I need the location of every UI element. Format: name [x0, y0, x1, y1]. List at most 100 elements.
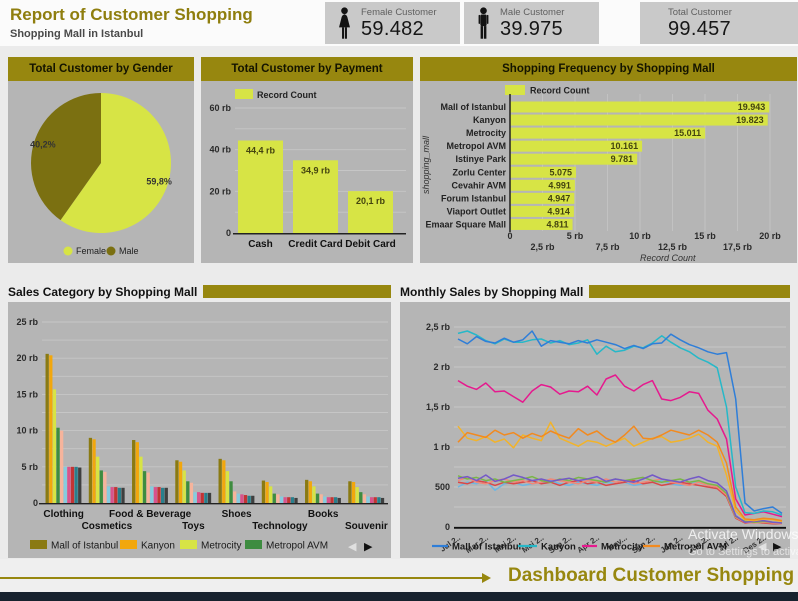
- bar[interactable]: [63, 466, 67, 503]
- legend-swatch[interactable]: [63, 246, 73, 256]
- bar-debit-card[interactable]: [348, 191, 393, 233]
- bar[interactable]: [99, 470, 103, 503]
- bar-cevahir-avm[interactable]: [510, 179, 575, 191]
- bar[interactable]: [49, 355, 53, 503]
- bar[interactable]: [287, 497, 291, 503]
- bar[interactable]: [305, 479, 309, 503]
- bar[interactable]: [67, 466, 71, 503]
- bar-metrocity[interactable]: [510, 127, 706, 139]
- bar[interactable]: [78, 467, 82, 503]
- bar[interactable]: [276, 494, 280, 503]
- bar[interactable]: [153, 487, 158, 503]
- bar[interactable]: [337, 497, 341, 503]
- bar[interactable]: [88, 437, 93, 503]
- line-series[interactable]: [457, 421, 783, 523]
- bar[interactable]: [243, 495, 248, 503]
- bar-istinye-park[interactable]: [510, 153, 638, 165]
- bar[interactable]: [114, 487, 118, 503]
- bar[interactable]: [56, 427, 60, 503]
- bar[interactable]: [319, 494, 323, 503]
- bar[interactable]: [351, 482, 356, 503]
- legend-swatch[interactable]: [180, 540, 197, 549]
- bar[interactable]: [96, 456, 100, 503]
- bar[interactable]: [333, 497, 338, 503]
- bar[interactable]: [52, 389, 57, 503]
- bar[interactable]: [233, 491, 237, 503]
- bar[interactable]: [229, 481, 233, 503]
- bar[interactable]: [182, 470, 186, 503]
- bar[interactable]: [218, 458, 222, 503]
- bar[interactable]: [290, 497, 295, 503]
- bar[interactable]: [164, 487, 168, 503]
- legend-swatch[interactable]: [30, 540, 47, 549]
- bar[interactable]: [103, 471, 107, 503]
- bar[interactable]: [269, 486, 273, 503]
- legend-swatch[interactable]: [505, 85, 525, 95]
- line-series-metrocity[interactable]: [457, 374, 783, 518]
- bar[interactable]: [265, 482, 269, 503]
- bar[interactable]: [330, 497, 334, 503]
- sales-category-grouped-bar-chart[interactable]: 0 5 rb 10 rb 15 rb 20 rb 25 rb ClothingCosmeti…: [8, 302, 391, 558]
- bar[interactable]: [283, 497, 287, 503]
- bar[interactable]: [186, 481, 190, 503]
- bar[interactable]: [139, 456, 143, 503]
- bar[interactable]: [359, 492, 363, 503]
- bar[interactable]: [135, 442, 139, 503]
- line-series[interactable]: [457, 474, 783, 524]
- bar-credit-card[interactable]: [293, 160, 338, 233]
- bar-metropol-avm[interactable]: [510, 140, 643, 152]
- bar[interactable]: [45, 353, 49, 503]
- bar[interactable]: [178, 461, 183, 503]
- bar[interactable]: [70, 466, 75, 503]
- payment-bar-chart[interactable]: 0 20 rb 40 rb 60 rb Record Count 44,4 rb Cash 3…: [201, 81, 413, 263]
- bar-cash[interactable]: [238, 140, 283, 234]
- bar[interactable]: [196, 492, 201, 503]
- bar[interactable]: [200, 492, 204, 503]
- bar[interactable]: [308, 481, 312, 503]
- bar[interactable]: [146, 472, 150, 503]
- pie-slice-male[interactable]: [31, 93, 101, 221]
- bar[interactable]: [236, 493, 240, 503]
- bar[interactable]: [60, 430, 64, 503]
- bar[interactable]: [142, 471, 147, 503]
- frequency-hbar-chart[interactable]: Record Count Mall of Istanbul 19.943 Kanyon…: [420, 81, 797, 263]
- bar[interactable]: [157, 487, 161, 503]
- pie-slice-female[interactable]: [60, 93, 172, 233]
- bar[interactable]: [279, 496, 284, 503]
- bar[interactable]: [117, 487, 122, 503]
- bar[interactable]: [92, 439, 96, 503]
- bar[interactable]: [373, 497, 377, 503]
- bar[interactable]: [132, 440, 136, 503]
- bar[interactable]: [323, 496, 327, 503]
- legend-scroll-right-icon[interactable]: ▶: [364, 541, 373, 553]
- legend-scroll-left-icon[interactable]: ◀: [348, 541, 357, 553]
- bar[interactable]: [315, 493, 320, 503]
- bar-zorlu-center[interactable]: [510, 166, 576, 178]
- bar-mall-of-istanbul[interactable]: [510, 101, 770, 113]
- bar-viaport-outlet[interactable]: [510, 205, 574, 217]
- bar[interactable]: [369, 497, 374, 503]
- bar-kanyon[interactable]: [510, 114, 768, 126]
- bar[interactable]: [110, 487, 114, 503]
- line-series-mall-of-istanbul[interactable]: [457, 330, 783, 515]
- bar[interactable]: [366, 496, 370, 503]
- legend-swatch[interactable]: [235, 89, 253, 99]
- bar[interactable]: [106, 486, 111, 503]
- bar[interactable]: [207, 492, 212, 503]
- bar-forum-istanbul[interactable]: [510, 192, 575, 204]
- bar[interactable]: [150, 486, 154, 503]
- bar[interactable]: [225, 471, 230, 503]
- bar[interactable]: [247, 495, 251, 503]
- bar[interactable]: [251, 495, 255, 503]
- bar[interactable]: [74, 466, 78, 503]
- bar[interactable]: [160, 487, 165, 503]
- bar[interactable]: [377, 497, 381, 503]
- bar[interactable]: [222, 460, 226, 503]
- legend-swatch[interactable]: [120, 540, 137, 549]
- legend-scroll-right-icon[interactable]: ▶: [773, 541, 782, 553]
- legend-swatch[interactable]: [245, 540, 262, 549]
- bar[interactable]: [348, 481, 352, 503]
- bar[interactable]: [272, 493, 276, 503]
- legend-scroll-left-icon[interactable]: ◀: [758, 541, 767, 553]
